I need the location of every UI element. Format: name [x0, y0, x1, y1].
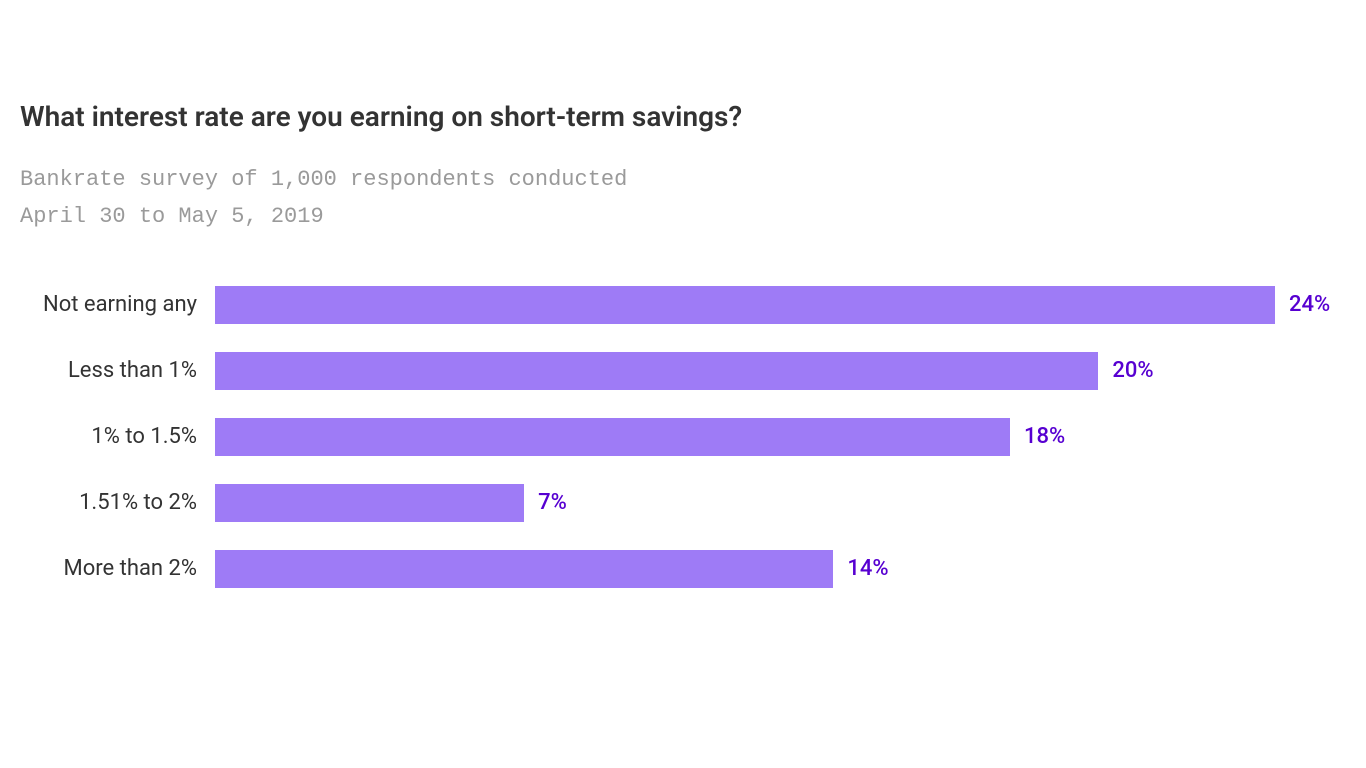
subtitle-line-1: Bankrate survey of 1,000 respondents con… [20, 167, 627, 192]
value-label: 14% [847, 556, 888, 581]
bar [215, 418, 1010, 456]
chart-title: What interest rate are you earning on sh… [20, 100, 1326, 133]
bar-row: More than 2% 14% [20, 550, 1326, 588]
chart-subtitle: Bankrate survey of 1,000 respondents con… [20, 161, 1326, 236]
bar [215, 550, 833, 588]
bar-area: 20% [215, 352, 1326, 390]
category-label: 1% to 1.5% [20, 424, 215, 449]
bar-area: 18% [215, 418, 1326, 456]
bar-area: 14% [215, 550, 1326, 588]
subtitle-line-2: April 30 to May 5, 2019 [20, 204, 324, 229]
bar-area: 24% [215, 286, 1330, 324]
bar [215, 484, 524, 522]
category-label: Less than 1% [20, 358, 215, 383]
bar-row: Less than 1% 20% [20, 352, 1326, 390]
value-label: 18% [1024, 424, 1065, 449]
bar [215, 286, 1275, 324]
category-label: More than 2% [20, 556, 215, 581]
bar-row: 1% to 1.5% 18% [20, 418, 1326, 456]
bar-area: 7% [215, 484, 1326, 522]
value-label: 7% [538, 490, 567, 515]
bar-row: Not earning any 24% [20, 286, 1326, 324]
category-label: 1.51% to 2% [20, 490, 215, 515]
value-label: 24% [1289, 292, 1330, 317]
bar [215, 352, 1098, 390]
category-label: Not earning any [20, 292, 215, 317]
bar-chart: Not earning any 24% Less than 1% 20% 1% … [20, 286, 1326, 588]
value-label: 20% [1112, 358, 1153, 383]
bar-row: 1.51% to 2% 7% [20, 484, 1326, 522]
